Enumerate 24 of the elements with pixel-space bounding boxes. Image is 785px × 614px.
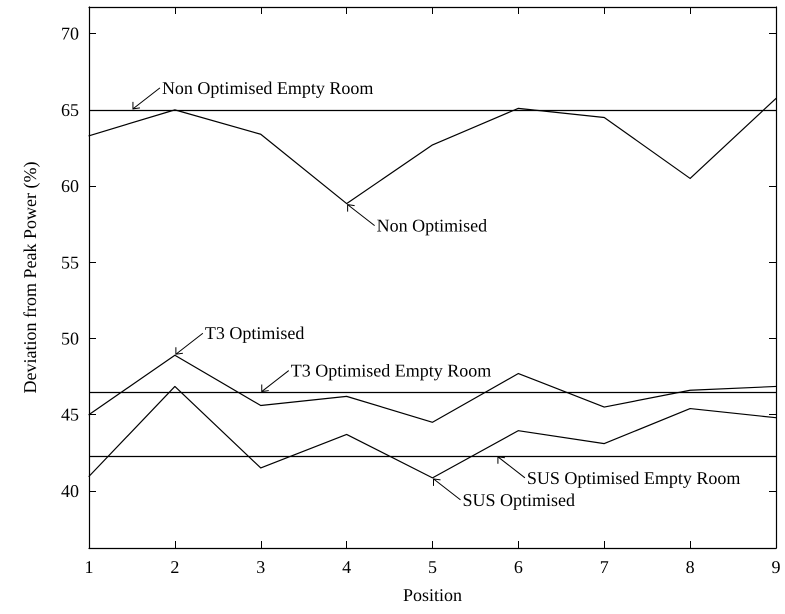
y-tick-label: 60 <box>61 176 79 196</box>
annotation: SUS Optimised <box>462 490 576 510</box>
x-tick-label: 9 <box>772 557 780 577</box>
y-tick-label: 50 <box>61 328 79 348</box>
annotation: SUS Optimised Empty Room <box>526 468 740 488</box>
x-tick-label: 8 <box>686 557 695 577</box>
x-tick-label: 3 <box>256 557 266 577</box>
x-tick-label: 7 <box>600 557 609 577</box>
y-tick-label: 70 <box>61 24 79 44</box>
annotation: T3 Optimised Empty Room <box>290 360 492 381</box>
y-tick-label: 40 <box>61 480 79 501</box>
y-tick-label: 65 <box>61 100 79 120</box>
x-tick-label: 6 <box>514 557 523 577</box>
y-tick-label: 45 <box>61 404 79 425</box>
y-axis-title: Deviation from Peak Power (%) <box>20 162 40 394</box>
x-tick-label: 5 <box>428 557 437 577</box>
x-tick-label: 1 <box>84 557 94 577</box>
x-axis-title: Position <box>402 585 462 605</box>
annotation: T3 Optimised <box>204 323 304 344</box>
y-tick-label: 55 <box>61 252 79 272</box>
annotation: Non Optimised Empty Room <box>162 78 374 98</box>
x-tick-label: 2 <box>170 557 180 577</box>
x-tick-label: 4 <box>342 557 352 577</box>
annotation: Non Optimised <box>376 216 488 236</box>
